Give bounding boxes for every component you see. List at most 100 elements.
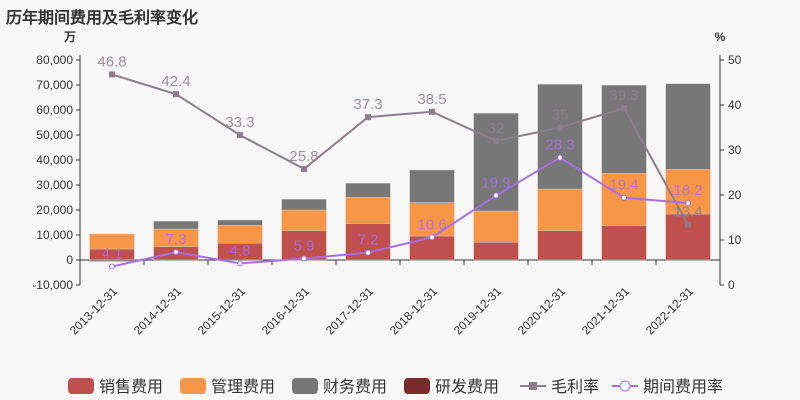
marker-期间费用率 — [429, 234, 435, 241]
legend-swatch-财务费用 — [292, 378, 318, 394]
marker-期间费用率 — [237, 260, 243, 267]
line-毛利率 — [111, 73, 689, 226]
data-label-毛利率: 37.3 — [353, 96, 382, 113]
bar-管理费用 — [345, 197, 391, 224]
x-tick-label: 2016-12-31 — [259, 284, 313, 338]
marker-毛利率 — [621, 105, 627, 112]
data-label-毛利率: 38.5 — [417, 91, 446, 108]
left-tick-label: 80,000 — [36, 53, 73, 67]
marker-期间费用率 — [621, 194, 627, 201]
marker-期间费用率 — [365, 249, 371, 256]
data-label-期间费用率: 19.9 — [481, 174, 510, 191]
legend-marker — [619, 380, 631, 392]
marker-期间费用率 — [301, 255, 307, 262]
bar-财务费用 — [281, 199, 327, 211]
data-label-期间费用率: 19.4 — [609, 177, 638, 194]
data-label-期间费用率: 28.3 — [545, 137, 574, 154]
left-tick-label: 60,000 — [36, 103, 73, 117]
bar-销售费用 — [281, 230, 327, 261]
data-label-期间费用率: 4.8 — [230, 242, 251, 259]
x-tick-label: 2019-12-31 — [451, 284, 505, 338]
marker-期间费用率 — [557, 154, 563, 161]
legend-marker — [529, 382, 537, 390]
bar-财务费用 — [537, 84, 583, 190]
bar-管理费用 — [473, 210, 519, 243]
data-label-毛利率: 32 — [488, 120, 505, 137]
left-tick-label: 70,000 — [36, 78, 73, 92]
marker-期间费用率 — [173, 249, 179, 256]
x-tick-label: 2017-12-31 — [323, 284, 377, 338]
marker-毛利率 — [237, 132, 243, 139]
data-label-毛利率: 25.8 — [289, 148, 318, 165]
marker-期间费用率 — [493, 192, 499, 199]
right-tick-label: 30 — [728, 143, 742, 157]
data-label-毛利率: 13.4 — [673, 204, 702, 221]
right-tick-label: 50 — [728, 53, 742, 67]
data-label-期间费用率: 18.2 — [673, 182, 702, 199]
bar-管理费用 — [537, 188, 583, 231]
bar-财务费用 — [601, 85, 647, 174]
data-label-毛利率: 42.4 — [161, 73, 190, 90]
left-tick-label: -10,000 — [32, 278, 73, 292]
bar-管理费用 — [665, 169, 711, 215]
left-tick-label: 20,000 — [36, 203, 73, 217]
x-tick-label: 2015-12-31 — [195, 284, 249, 338]
bar-销售费用 — [665, 213, 711, 261]
legend-label-期间费用率: 期间费用率 — [643, 378, 723, 396]
legend-label-管理费用: 管理费用 — [211, 378, 275, 396]
legend-label-销售费用: 销售费用 — [99, 378, 163, 396]
data-label-期间费用率: 4.1 — [102, 246, 123, 263]
legend-label-毛利率: 毛利率 — [551, 378, 599, 396]
bar-管理费用 — [217, 225, 263, 244]
bar-财务费用 — [217, 219, 263, 226]
data-label-期间费用率: 7.3 — [166, 231, 187, 248]
data-label-期间费用率: 10.6 — [417, 216, 446, 233]
data-label-毛利率: 46.8 — [97, 53, 126, 70]
legend-swatch-销售费用 — [68, 378, 94, 394]
marker-毛利率 — [109, 71, 115, 78]
marker-毛利率 — [493, 138, 499, 144]
x-tick-label: 2013-12-31 — [67, 284, 121, 338]
chart-title: 历年期间费用及毛利率变化 — [6, 10, 199, 27]
x-tick-label: 2014-12-31 — [131, 284, 185, 338]
bar-财务费用 — [153, 221, 199, 230]
right-axis-unit: % — [715, 30, 726, 44]
data-label-毛利率: 35 — [552, 107, 569, 124]
right-tick-label: 20 — [728, 188, 742, 202]
marker-毛利率 — [365, 114, 371, 121]
marker-毛利率 — [173, 91, 179, 98]
left-tick-label: 10,000 — [36, 228, 73, 242]
left-tick-label: 50,000 — [36, 128, 73, 142]
left-tick-label: 30,000 — [36, 178, 73, 192]
x-tick-label: 2018-12-31 — [387, 284, 441, 338]
marker-毛利率 — [685, 221, 691, 228]
marker-毛利率 — [301, 165, 307, 172]
marker-期间费用率 — [685, 200, 691, 207]
left-tick-label: 0 — [66, 253, 73, 267]
x-tick-label: 2020-12-31 — [515, 284, 569, 338]
legend-swatch-管理费用 — [180, 378, 206, 394]
data-label-期间费用率: 7.2 — [358, 232, 379, 249]
left-axis-unit: 万 — [63, 30, 76, 44]
marker-毛利率 — [429, 108, 435, 115]
legend-swatch-研发费用 — [404, 378, 430, 394]
bar-财务费用 — [409, 169, 455, 203]
legend-label-研发费用: 研发费用 — [435, 378, 499, 396]
marker-期间费用率 — [109, 263, 115, 270]
right-tick-label: 10 — [728, 233, 742, 247]
bar-销售费用 — [537, 230, 583, 261]
bar-财务费用 — [345, 183, 391, 198]
marker-毛利率 — [557, 124, 563, 131]
legend-label-财务费用: 财务费用 — [323, 378, 387, 396]
right-tick-label: 40 — [728, 98, 742, 112]
line-期间费用率 — [111, 156, 689, 268]
data-label-期间费用率: 5.9 — [294, 237, 315, 254]
bar-财务费用 — [665, 83, 711, 170]
x-tick-label: 2022-12-31 — [643, 284, 697, 338]
bar-销售费用 — [601, 225, 647, 261]
left-tick-label: 40,000 — [36, 153, 73, 167]
bar-管理费用 — [409, 202, 455, 237]
right-tick-label: 0 — [728, 278, 735, 292]
bar-管理费用 — [281, 209, 327, 231]
